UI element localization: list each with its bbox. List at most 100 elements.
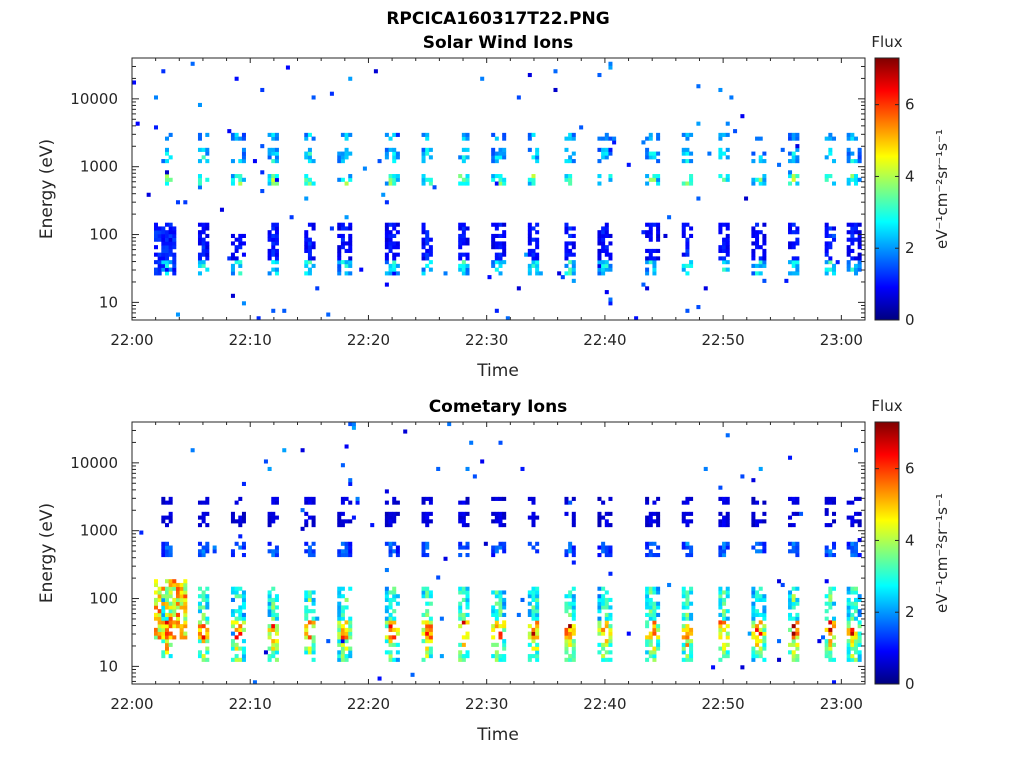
spectrogram-cell xyxy=(685,496,690,501)
spectrogram-cell xyxy=(795,155,800,160)
spectrogram-cell xyxy=(337,627,342,632)
spectrogram-cell xyxy=(718,248,723,253)
spectrogram-cell xyxy=(758,519,763,524)
spectrogram-cell xyxy=(531,496,536,501)
spectrogram-cell xyxy=(824,523,829,528)
spectrogram-cell xyxy=(832,620,837,625)
spectrogram-cell xyxy=(238,260,243,265)
spectrogram-cell xyxy=(388,241,393,246)
spectrogram-cell xyxy=(458,256,463,261)
spectrogram-cell xyxy=(648,642,653,647)
spectrogram-cell xyxy=(161,650,166,655)
spectrogram-cell xyxy=(718,174,723,179)
spectrogram-cell xyxy=(788,590,793,595)
spectrogram-cell xyxy=(274,159,279,164)
spectrogram-cell xyxy=(762,252,767,257)
spectrogram-cell xyxy=(502,511,507,516)
spectrogram-cell xyxy=(795,500,800,505)
spectrogram-cell xyxy=(337,155,342,160)
spectrogram-cell xyxy=(230,609,235,614)
spectrogram-cell xyxy=(597,642,602,647)
spectrogram-cell xyxy=(175,605,180,610)
spectrogram-cell xyxy=(388,267,393,272)
spectrogram-cell xyxy=(392,252,397,257)
spectrogram-cell xyxy=(568,594,573,599)
spectrogram-cell xyxy=(527,654,532,659)
spectrogram-cell xyxy=(597,181,602,186)
spectrogram-cell xyxy=(304,631,309,636)
spectrogram-cell xyxy=(762,612,767,617)
spectrogram-cell xyxy=(340,631,345,636)
spectrogram-cell xyxy=(846,263,851,268)
spectrogram-cell xyxy=(722,151,727,156)
spectrogram-cell xyxy=(161,616,166,621)
spectrogram-cell xyxy=(197,233,202,238)
spectrogram-cell xyxy=(388,545,393,550)
spectrogram-cell xyxy=(329,226,334,231)
spectrogram-cell xyxy=(175,616,180,621)
spectrogram-cell xyxy=(751,601,756,606)
spectrogram-cell xyxy=(645,260,650,265)
y-tick-label: 10000 xyxy=(70,90,118,108)
spectrogram-cell xyxy=(172,260,177,265)
spectrogram-cell xyxy=(597,616,602,621)
spectrogram-cell xyxy=(274,631,279,636)
spectrogram-cell xyxy=(201,226,206,231)
spectrogram-cell xyxy=(564,174,569,179)
spectrogram-cell xyxy=(857,222,862,227)
spectrogram-cell xyxy=(685,541,690,546)
spectrogram-cell xyxy=(502,523,507,528)
spectrogram-cell xyxy=(340,237,345,242)
spectrogram-cell xyxy=(439,616,444,621)
spectrogram-cell xyxy=(718,627,723,632)
spectrogram-cell xyxy=(311,609,316,614)
spectrogram-cell xyxy=(172,609,177,614)
spectrogram-cell xyxy=(205,620,210,625)
spectrogram-cell xyxy=(183,620,188,625)
spectrogram-cell xyxy=(175,620,180,625)
spectrogram-cell xyxy=(205,549,210,554)
spectrogram-cell xyxy=(685,616,690,621)
spectrogram-cell xyxy=(755,523,760,528)
spectrogram-cell xyxy=(597,233,602,238)
spectrogram-cell xyxy=(465,605,470,610)
spectrogram-cell xyxy=(348,478,353,483)
spectrogram-cell xyxy=(762,177,767,182)
spectrogram-cell xyxy=(791,260,796,265)
spectrogram-cell xyxy=(571,650,576,655)
spectrogram-cell xyxy=(648,605,653,610)
spectrogram-cell xyxy=(428,627,433,632)
spectrogram-cell xyxy=(685,519,690,524)
spectrogram-cell xyxy=(267,271,272,276)
spectrogram-cell xyxy=(348,132,353,137)
spectrogram-cell xyxy=(421,500,426,505)
spectrogram-cell xyxy=(340,151,345,156)
solar-wind-colorbar xyxy=(874,57,900,321)
spectrogram-cell xyxy=(428,511,433,516)
spectrogram-cell xyxy=(311,515,316,520)
spectrogram-cell xyxy=(274,639,279,644)
spectrogram-cell xyxy=(725,523,730,528)
spectrogram-cell xyxy=(681,657,686,662)
spectrogram-cell xyxy=(681,627,686,632)
spectrogram-cell xyxy=(597,260,602,265)
spectrogram-cell xyxy=(337,256,342,261)
spectrogram-cell xyxy=(392,586,397,591)
spectrogram-cell xyxy=(535,159,540,164)
spectrogram-cell xyxy=(421,174,426,179)
spectrogram-cell xyxy=(535,263,540,268)
spectrogram-cell xyxy=(604,151,609,156)
spectrogram-cell xyxy=(205,627,210,632)
spectrogram-cell xyxy=(384,241,389,246)
spectrogram-cell xyxy=(436,575,441,580)
spectrogram-cell xyxy=(689,226,694,231)
spectrogram-cell xyxy=(645,136,650,141)
spectrogram-cell xyxy=(795,132,800,137)
spectrogram-cell xyxy=(337,151,342,156)
cometary-spectrogram xyxy=(139,422,862,685)
spectrogram-cell xyxy=(685,545,690,550)
spectrogram-cell xyxy=(718,222,723,227)
spectrogram-cell xyxy=(846,181,851,186)
spectrogram-cell xyxy=(388,181,393,186)
